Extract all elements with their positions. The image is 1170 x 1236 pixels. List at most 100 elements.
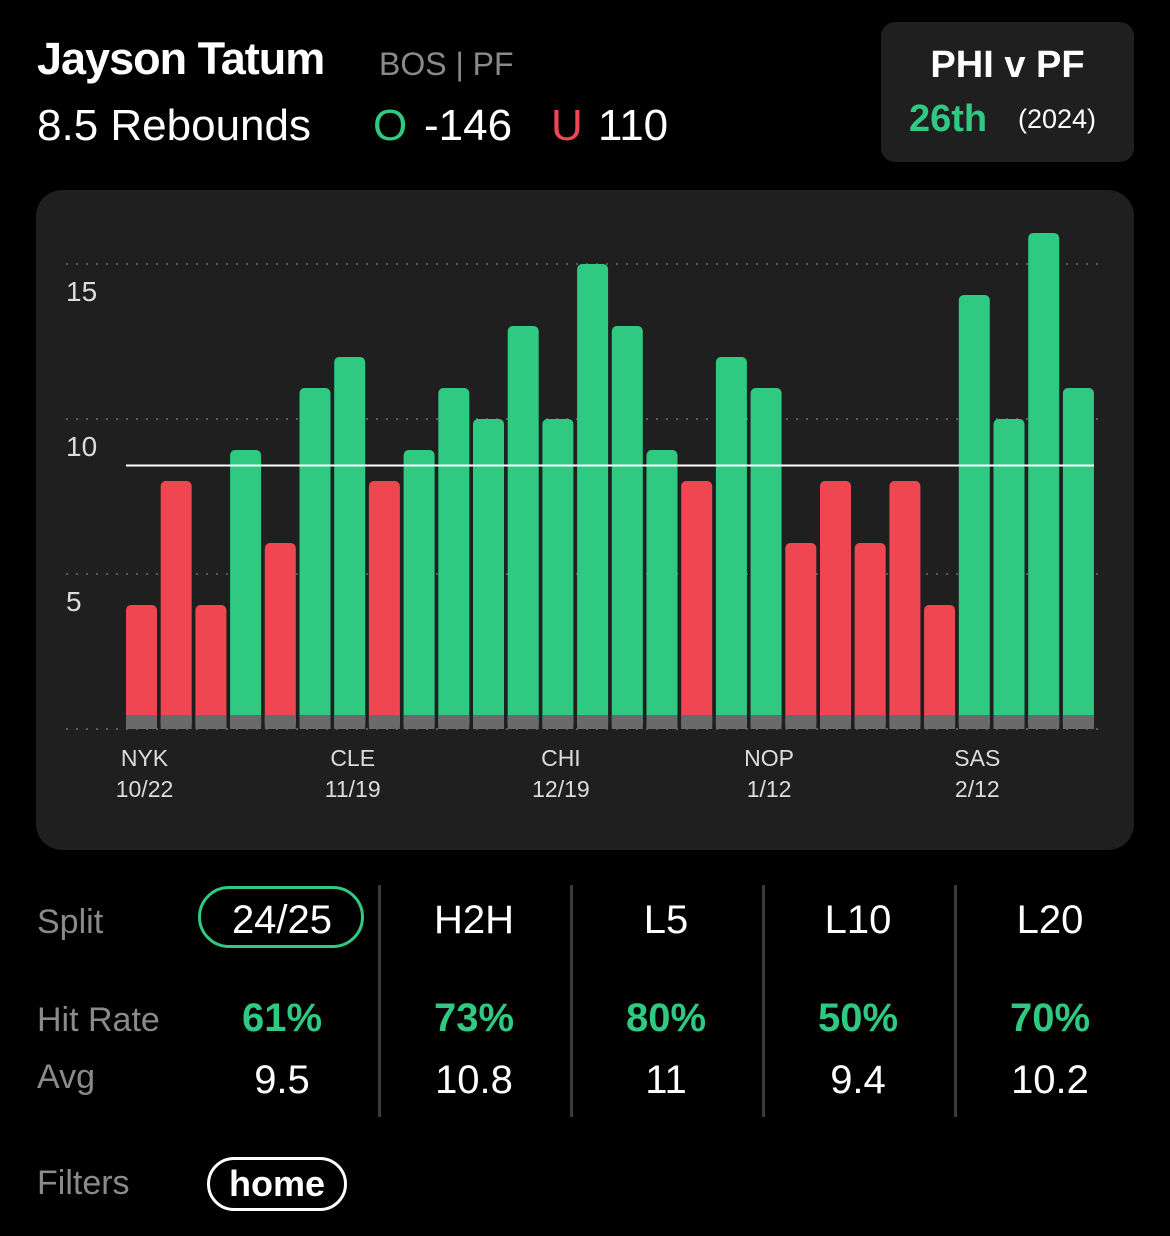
game-bar-base bbox=[681, 715, 713, 729]
game-bar bbox=[438, 388, 470, 729]
matchup-card: PHI v PF 26th (2024) bbox=[881, 22, 1134, 162]
game-bar-base bbox=[993, 715, 1025, 729]
game-bar-base bbox=[126, 715, 157, 729]
x-tick-date: 10/22 bbox=[116, 776, 174, 802]
avg-row-label: Avg bbox=[37, 1058, 95, 1096]
game-bar-base bbox=[403, 715, 435, 729]
game-bar bbox=[785, 543, 817, 729]
x-tick-team: NOP bbox=[744, 745, 794, 771]
game-bar bbox=[1028, 233, 1060, 729]
over-label[interactable]: O bbox=[373, 101, 408, 150]
column-divider bbox=[378, 885, 381, 1117]
game-bar bbox=[264, 543, 296, 729]
split-tab-l5[interactable]: L5 bbox=[643, 898, 689, 942]
x-tick-team: NYK bbox=[121, 745, 169, 771]
selected-split-indicator[interactable] bbox=[198, 886, 364, 948]
hit-rate-l20: 70% bbox=[1009, 996, 1091, 1040]
game-bar-base bbox=[299, 715, 331, 729]
game-bar bbox=[889, 481, 921, 729]
split-tab-l10[interactable]: L10 bbox=[824, 898, 892, 942]
y-tick-label: 15 bbox=[66, 276, 97, 307]
game-bar-base bbox=[820, 715, 851, 729]
y-tick-label: 10 bbox=[66, 431, 97, 462]
game-bar bbox=[334, 357, 366, 729]
game-bar-base bbox=[958, 715, 990, 729]
column-divider bbox=[570, 885, 573, 1117]
game-bar bbox=[646, 450, 678, 729]
game-bar bbox=[577, 264, 609, 729]
game-bar-base bbox=[577, 715, 609, 729]
matchup-title: PHI v PF bbox=[930, 44, 1085, 86]
game-bar-base bbox=[785, 715, 817, 729]
avg-h2h: 10.8 bbox=[435, 1058, 513, 1102]
x-tick-date: 2/12 bbox=[955, 776, 1000, 802]
hit-rate-l10: 50% bbox=[817, 996, 899, 1040]
game-bar bbox=[924, 605, 956, 729]
matchup-rank: 26th bbox=[909, 98, 988, 140]
hit-rate-2425: 61% bbox=[241, 996, 323, 1040]
game-bar bbox=[403, 450, 435, 729]
game-bar bbox=[820, 481, 851, 729]
y-tick-label: 5 bbox=[66, 586, 82, 617]
split-tab-2425[interactable]: 24/25 bbox=[231, 898, 333, 942]
game-bar-base bbox=[1062, 715, 1094, 729]
game-bar-base bbox=[368, 715, 400, 729]
game-bar bbox=[160, 481, 192, 729]
column-divider bbox=[954, 885, 957, 1117]
avg-2425: 9.5 bbox=[254, 1058, 310, 1102]
chart-svg: 5 10 15 NYK 10/22 CLE 11/19 CHI 12/19 NOP 1/12 SAS 2… bbox=[66, 233, 1098, 802]
x-tick-team: SAS bbox=[954, 745, 1000, 771]
game-bar-base bbox=[507, 715, 539, 729]
game-bar bbox=[542, 419, 574, 729]
game-bar bbox=[299, 388, 331, 729]
avg-l5: 11 bbox=[645, 1058, 687, 1102]
game-bar bbox=[230, 450, 262, 729]
game-bar-base bbox=[195, 715, 227, 729]
game-bar-base bbox=[473, 715, 504, 729]
game-bar bbox=[126, 605, 157, 729]
split-tab-l20[interactable]: L20 bbox=[1016, 898, 1084, 942]
over-odds[interactable]: -146 bbox=[424, 101, 513, 150]
under-odds[interactable]: 110 bbox=[598, 101, 669, 150]
game-bar bbox=[681, 481, 713, 729]
game-bar-base bbox=[924, 715, 956, 729]
game-bar-base bbox=[854, 715, 886, 729]
x-tick-date: 12/19 bbox=[532, 776, 590, 802]
game-bar bbox=[958, 295, 990, 729]
game-bar-base bbox=[750, 715, 782, 729]
game-bar-base bbox=[1028, 715, 1060, 729]
game-bar bbox=[473, 419, 504, 729]
game-bar bbox=[750, 388, 782, 729]
game-bar-base bbox=[264, 715, 296, 729]
hit-rate-h2h: 73% bbox=[433, 996, 515, 1040]
hit-rate-row-label: Hit Rate bbox=[37, 1001, 160, 1039]
x-tick-team: CLE bbox=[330, 745, 375, 771]
column-divider bbox=[762, 885, 765, 1117]
avg-l10: 9.4 bbox=[830, 1058, 886, 1102]
x-tick-date: 1/12 bbox=[747, 776, 792, 802]
filter-chip-home[interactable]: home bbox=[207, 1157, 347, 1211]
game-bar bbox=[1062, 388, 1094, 729]
game-bar bbox=[715, 357, 747, 729]
game-bar bbox=[195, 605, 227, 729]
prop-line: 8.5 Rebounds bbox=[37, 101, 311, 150]
game-bar bbox=[368, 481, 400, 729]
split-row-label: Split bbox=[37, 903, 104, 941]
game-bar bbox=[854, 543, 886, 729]
game-bar-base bbox=[438, 715, 470, 729]
team-position: BOS | PF bbox=[379, 46, 514, 82]
game-bar-base bbox=[160, 715, 192, 729]
x-tick-team: CHI bbox=[541, 745, 581, 771]
avg-l20: 10.2 bbox=[1011, 1058, 1089, 1102]
game-bar-base bbox=[334, 715, 366, 729]
under-label[interactable]: U bbox=[551, 101, 583, 150]
game-bar bbox=[611, 326, 643, 729]
x-tick-date: 11/19 bbox=[325, 776, 381, 802]
game-bar bbox=[993, 419, 1025, 729]
game-bar-base bbox=[715, 715, 747, 729]
split-tab-h2h[interactable]: H2H bbox=[433, 898, 515, 942]
player-name: Jayson Tatum bbox=[37, 33, 325, 84]
game-bar-base bbox=[611, 715, 643, 729]
game-bar-base bbox=[646, 715, 678, 729]
game-bar-base bbox=[542, 715, 574, 729]
